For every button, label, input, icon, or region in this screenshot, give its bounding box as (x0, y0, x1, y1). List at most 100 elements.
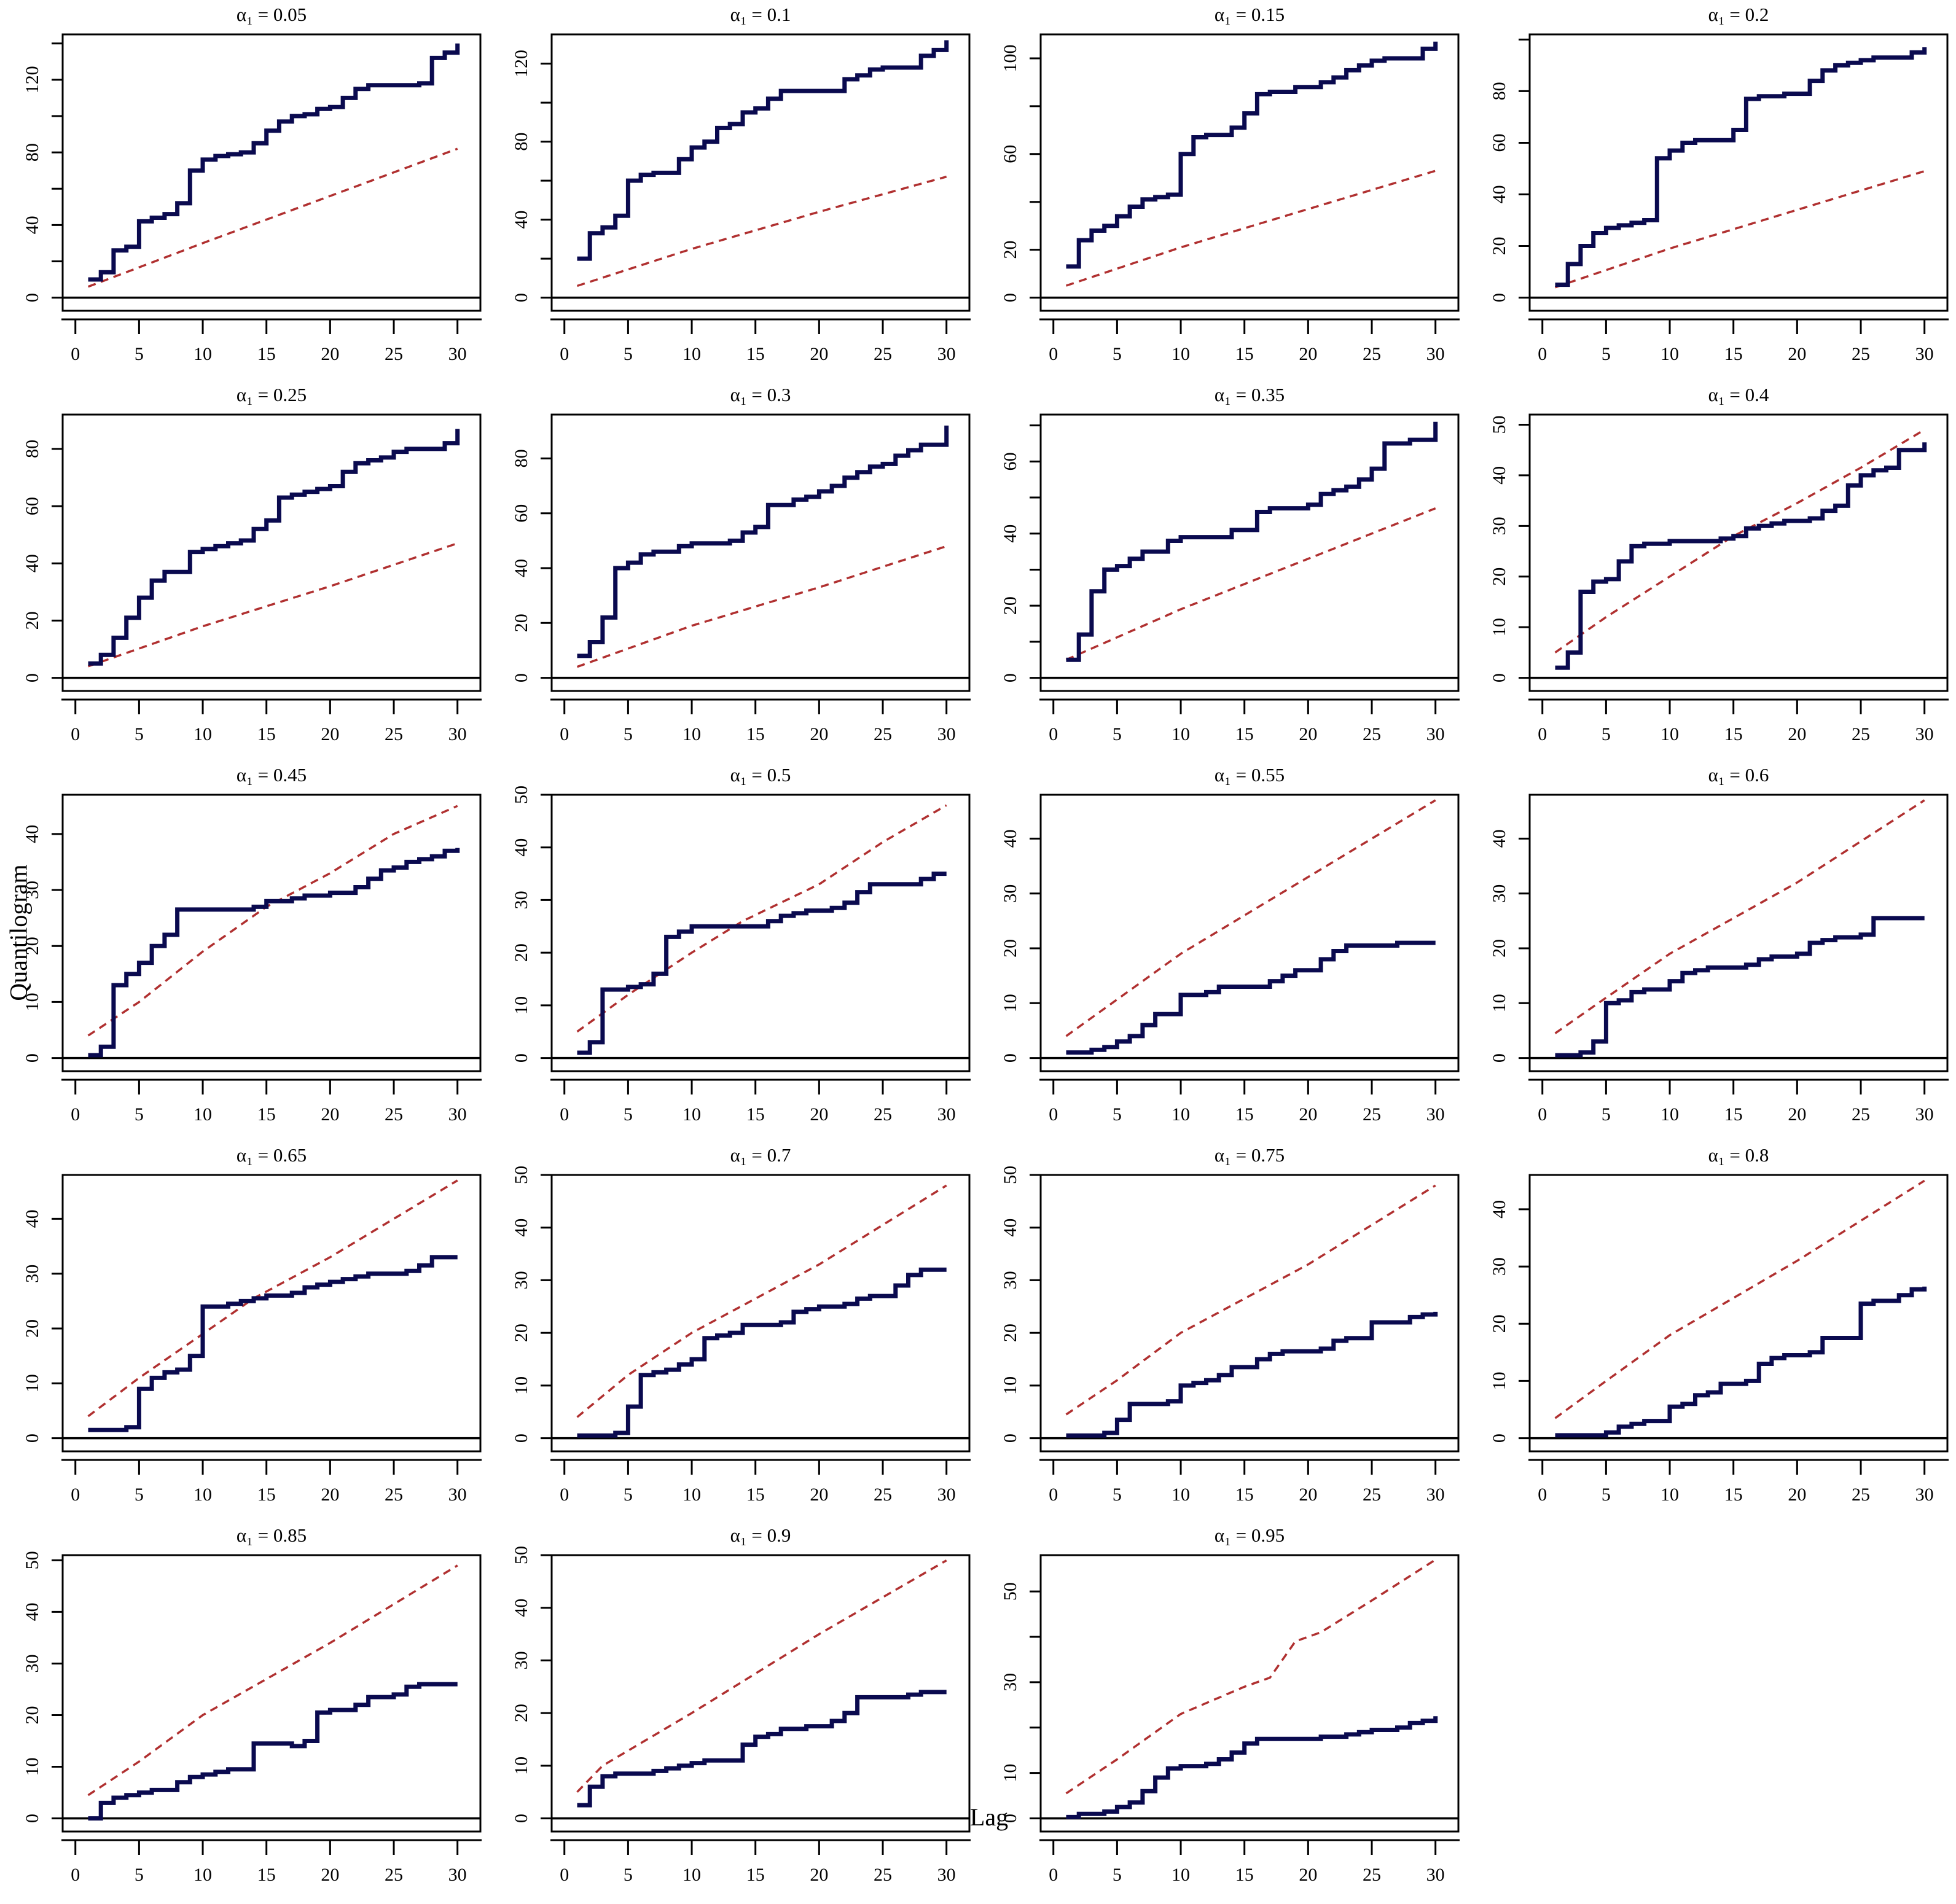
y-tick-label: 40 (1489, 466, 1509, 485)
x-tick-label: 20 (810, 344, 828, 364)
x-tick-label: 15 (1235, 724, 1254, 744)
x-tick-label: 10 (1172, 724, 1190, 744)
y-tick-label: 60 (511, 504, 531, 523)
y-tick-label: 40 (1000, 1219, 1020, 1237)
x-tick-label: 15 (1724, 724, 1743, 744)
y-axis: 0 20 40 60 80 (1489, 38, 1530, 302)
x-tick-label: 30 (937, 1485, 956, 1505)
x-tick-label: 0 (560, 1104, 569, 1125)
quantilogram-panel: α₁ = 0.35 0 20 40 60 0 5 10 15 20 25 30 (978, 380, 1467, 760)
y-tick-label: 30 (22, 1654, 42, 1672)
y-tick-label: 10 (1000, 994, 1020, 1012)
y-tick-label: 80 (511, 449, 531, 467)
plot-box (1528, 794, 1949, 1072)
plot-box (61, 1174, 482, 1453)
x-tick-label: 10 (194, 1485, 212, 1505)
x-tick-label: 10 (683, 344, 701, 364)
x-tick-label: 0 (560, 344, 569, 364)
x-axis-label: Lag (969, 1803, 1009, 1831)
x-tick-label: 10 (194, 344, 212, 364)
panel-svg: α₁ = 0.6 0 10 20 30 40 0 5 10 15 20 25 30 (1489, 764, 1949, 1125)
quantilogram-line (88, 429, 460, 666)
quantilogram-line (88, 1255, 458, 1432)
critical-value-line (1554, 429, 1925, 654)
quantilogram-panel: α₁ = 0.9 0 10 20 30 40 50 0 5 10 15 20 25 30 (489, 1521, 978, 1901)
y-tick-label: 20 (22, 1706, 42, 1725)
x-tick-label: 25 (1852, 1485, 1870, 1505)
plot-box (61, 413, 482, 692)
plot-box (550, 413, 971, 692)
critical-value-line (87, 147, 458, 288)
quantilogram-panel: α₁ = 0.5 0 10 20 30 40 50 0 5 10 15 20 25 30 (489, 760, 978, 1141)
quantilogram-line (1066, 1716, 1438, 1819)
plot-box (550, 794, 971, 1072)
y-tick-label: 40 (511, 838, 531, 857)
critical-value-line (1554, 170, 1925, 289)
y-tick-label: 0 (1489, 1434, 1509, 1443)
plot-box (1039, 794, 1460, 1072)
x-tick-label: 20 (321, 344, 339, 364)
x-tick-label: 25 (874, 1485, 892, 1505)
x-tick-label: 0 (71, 724, 80, 744)
x-tick-label: 20 (1788, 1104, 1806, 1125)
x-tick-label: 20 (1299, 1104, 1317, 1125)
x-tick-label: 30 (1426, 724, 1445, 744)
y-tick-label: 10 (22, 993, 42, 1011)
x-tick-label: 5 (135, 1865, 144, 1885)
y-tick-label: 10 (1000, 1764, 1020, 1782)
x-axis: 0 5 10 15 20 25 30 (550, 1459, 971, 1505)
y-tick-label: 0 (1000, 1434, 1020, 1443)
x-tick-label: 30 (448, 1485, 467, 1505)
x-axis: 0 5 10 15 20 25 30 (61, 698, 482, 744)
x-tick-label: 25 (385, 344, 403, 364)
x-tick-label: 20 (1788, 724, 1806, 744)
x-tick-label: 15 (1235, 1865, 1254, 1885)
quantilogram-panel: α₁ = 0.15 0 20 60 100 0 5 10 15 20 25 30 (978, 0, 1467, 380)
quantilogram-line (577, 1267, 947, 1438)
quantilogram-line (577, 1690, 947, 1808)
x-tick-label: 5 (1602, 1104, 1611, 1125)
critical-value-line (576, 176, 947, 287)
y-tick-label: 30 (22, 881, 42, 899)
x-axis: 0 5 10 15 20 25 30 (1528, 1079, 1949, 1125)
x-axis: 0 5 10 15 20 25 30 (61, 1459, 482, 1505)
y-tick-label: 20 (1000, 939, 1020, 958)
x-tick-label: 0 (71, 344, 80, 364)
x-tick-label: 0 (71, 1485, 80, 1505)
x-tick-label: 20 (1299, 1485, 1317, 1505)
x-tick-label: 5 (135, 1104, 144, 1125)
x-axis: 0 5 10 15 20 25 30 (1039, 318, 1460, 364)
x-tick-label: 30 (448, 1104, 467, 1125)
y-tick-label: 80 (22, 440, 42, 458)
x-tick-label: 15 (1235, 1485, 1254, 1505)
x-tick-label: 30 (1426, 344, 1445, 364)
y-tick-label: 30 (22, 1265, 42, 1283)
y-tick-label: 50 (1000, 1166, 1020, 1184)
y-tick-label: 0 (22, 673, 42, 682)
x-axis: 0 5 10 15 20 25 30 (550, 318, 971, 364)
y-tick-label: 10 (1489, 618, 1509, 636)
x-axis: 0 5 10 15 20 25 30 (1039, 1079, 1460, 1125)
y-tick-label: 40 (22, 1602, 42, 1621)
critical-value-line (576, 804, 947, 1033)
x-tick-label: 25 (874, 344, 892, 364)
y-tick-label: 0 (1000, 293, 1020, 302)
x-tick-label: 30 (1915, 1485, 1934, 1505)
panel-svg: α₁ = 0.15 0 20 60 100 0 5 10 15 20 25 30 (1000, 4, 1460, 364)
y-tick-label: 40 (1000, 525, 1020, 543)
plot-box (1039, 413, 1460, 692)
y-axis: 0 20 40 60 (1000, 424, 1041, 682)
x-axis: 0 5 10 15 20 25 30 (1039, 1459, 1460, 1505)
panel-svg: α₁ = 0.65 0 10 20 30 40 0 5 10 15 20 25 30 (22, 1144, 482, 1505)
x-tick-label: 25 (385, 1485, 403, 1505)
x-tick-label: 5 (135, 1485, 144, 1505)
plot-box (1528, 413, 1949, 692)
x-tick-label: 20 (810, 1485, 828, 1505)
x-tick-label: 5 (624, 344, 633, 364)
x-tick-label: 30 (448, 724, 467, 744)
x-tick-label: 25 (1852, 1104, 1870, 1125)
quantilogram-line (1555, 916, 1925, 1058)
x-tick-label: 0 (1538, 1104, 1547, 1125)
panel-title: α₁ = 0.5 (730, 764, 791, 786)
y-tick-label: 10 (1000, 1376, 1020, 1395)
